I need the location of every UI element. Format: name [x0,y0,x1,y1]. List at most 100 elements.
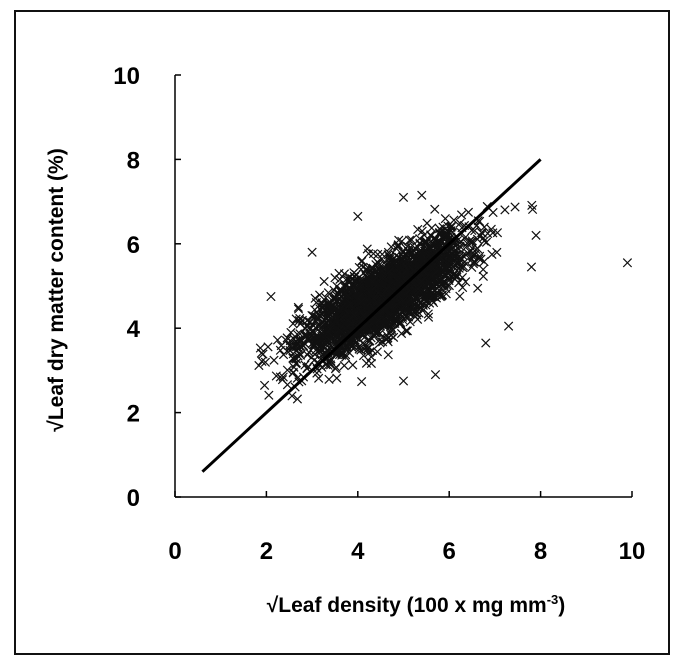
data-point [361,264,371,274]
data-point [302,331,312,341]
data-point [365,336,375,346]
data-point [288,353,298,363]
x-axis-title-main: √Leaf density (100 x mg mm [267,594,547,617]
data-point [319,276,329,287]
data-point [479,236,489,246]
data-point [282,380,293,390]
data-point [255,343,265,353]
data-point [340,345,351,355]
data-point [325,333,336,344]
one-to-one-line [201,158,542,473]
data-point [272,335,283,345]
data-point [384,266,395,276]
data-point [478,264,488,275]
data-point [331,362,341,372]
data-point [410,244,421,254]
data-point [275,372,285,382]
data-point [410,285,420,295]
x-tick-label: 10 [619,538,646,565]
data-point [357,277,367,287]
data-point [342,286,353,296]
data-point [310,305,320,315]
data-point [266,291,276,302]
x-tick-label: 8 [534,538,547,565]
data-point [260,357,271,367]
y-tick-label: 10 [113,63,140,90]
data-point [325,323,335,333]
data-point [331,290,341,300]
data-point [463,207,474,217]
data-point [422,286,433,296]
data-point [526,262,537,272]
data-point [462,241,472,251]
data-point [527,204,538,215]
data-point [311,336,321,347]
data-point [457,272,468,283]
x-tick-label: 4 [351,538,365,565]
data-point [377,272,387,283]
data-point [368,249,379,259]
data-point [416,276,426,286]
data-point [375,338,385,348]
data-point [418,300,428,310]
data-point [295,313,305,324]
data-point [307,247,317,257]
data-point [430,235,440,246]
data-point [286,327,296,338]
data-point [384,281,394,291]
data-point [455,291,465,301]
data-point [455,261,465,271]
data-point [435,259,445,269]
data-point [385,258,395,268]
data-point [386,327,396,337]
y-axis-title: √Leaf dry matter content (%) [45,148,68,431]
data-point [326,356,336,366]
data-point [441,263,451,273]
data-point [435,291,445,302]
data-point [412,310,422,320]
data-point [419,259,429,270]
y-tick-label: 6 [127,232,140,259]
data-point [434,280,444,291]
x-tick-label: 2 [260,538,273,565]
data-point [467,262,477,272]
data-point [372,347,383,357]
data-point [510,202,520,212]
data-point [396,318,406,328]
data-point [454,252,464,262]
data-point [398,252,408,262]
data-point [413,252,424,263]
data-point [469,250,479,261]
data-point [398,376,409,386]
data-point [492,228,503,238]
data-point [472,243,483,254]
data-point [386,314,396,324]
data-point [531,230,541,240]
data-point [300,329,311,339]
data-point [443,221,453,231]
data-point [388,332,399,342]
x-axis-title-superscript: -3 [547,592,559,607]
data-point [487,249,497,259]
data-point [467,225,477,236]
data-point [492,247,502,257]
data-point [293,304,304,314]
data-point [371,278,381,288]
data-point [369,275,379,285]
data-point [349,310,359,320]
data-point [417,190,427,200]
data-point [400,267,410,277]
data-point [278,372,288,382]
data-point [315,290,325,300]
data-point [447,245,457,255]
data-point [373,288,383,298]
data-point [430,204,440,214]
x-ticks: 0 2 4 6 8 10 [168,491,645,565]
data-point [474,251,485,261]
data-point [407,248,418,258]
data-point [478,271,488,281]
data-point [440,271,451,281]
data-point [433,236,444,246]
data-point [327,295,337,306]
data-point [375,314,385,324]
